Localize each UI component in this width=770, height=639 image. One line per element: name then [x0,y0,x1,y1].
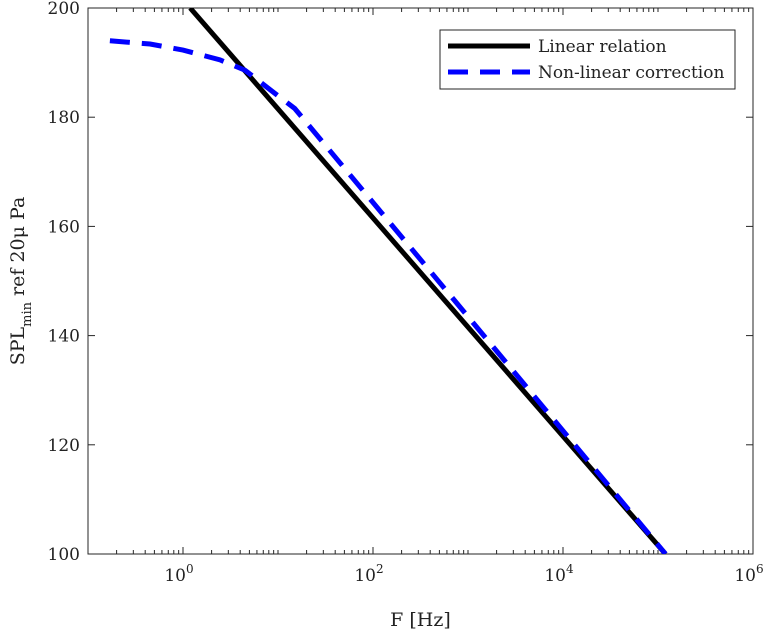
legend-label: Linear relation [538,37,667,57]
x-axis-label: F [Hz] [390,609,451,631]
y-tick-label: 160 [48,217,80,237]
legend-label: Non-linear correction [538,63,724,83]
x-tick-label: 102 [354,562,383,586]
legend: Linear relation Non-linear correction [439,29,736,90]
series-line-1 [109,38,668,554]
y-axis-label: SPLmin ref 20μ Pa [7,197,35,366]
legend-box [439,29,736,90]
x-tick-label: 100 [164,562,193,586]
y-tick-label: 180 [48,108,80,128]
y-tick-label: 140 [48,327,80,347]
y-tick-label: 120 [48,436,80,456]
series-line-0 [188,8,668,554]
y-tick-label: 200 [48,0,80,19]
x-tick-label: 104 [544,562,574,586]
x-tick-label: 106 [734,562,763,586]
plot-area [87,7,754,555]
y-tick-label: 100 [48,545,80,565]
